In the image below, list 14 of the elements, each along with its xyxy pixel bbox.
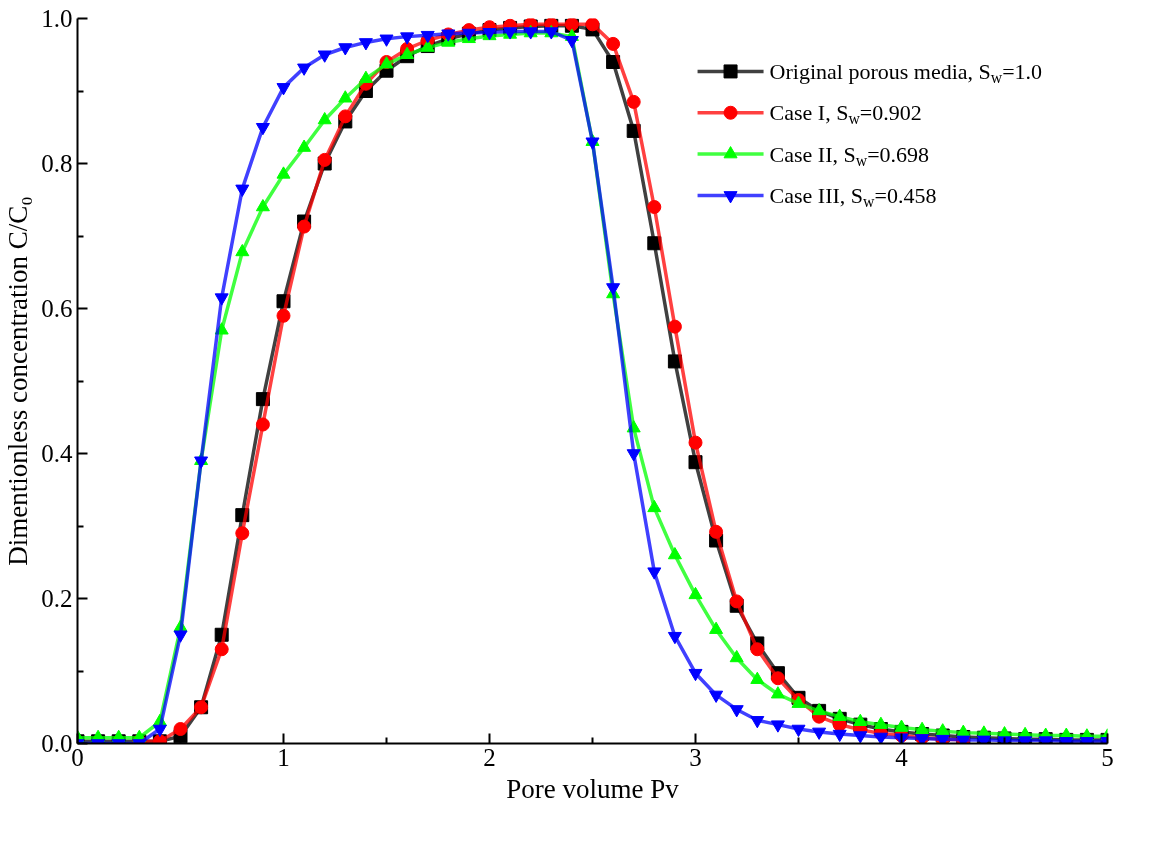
y-tick-label: 0.2 bbox=[41, 585, 73, 612]
x-tick-label: 1 bbox=[277, 743, 290, 771]
y-tick-label: 0.0 bbox=[41, 730, 73, 757]
y-tick-label: 1.0 bbox=[41, 5, 73, 32]
y-axis-title: Dimentionless concentration C/C₀ bbox=[3, 196, 34, 566]
x-axis-title: Pore volume Pv bbox=[506, 773, 680, 804]
y-tick-label: 0.6 bbox=[41, 295, 73, 322]
y-tick-label: 0.4 bbox=[41, 440, 73, 467]
y-tick-label: 0.8 bbox=[41, 150, 73, 177]
x-tick-label: 0 bbox=[71, 743, 84, 771]
x-tick-label: 2 bbox=[483, 743, 496, 771]
x-tick-label: 5 bbox=[1101, 743, 1114, 771]
x-tick-label: 4 bbox=[895, 743, 909, 771]
x-tick-label: 3 bbox=[689, 743, 702, 771]
